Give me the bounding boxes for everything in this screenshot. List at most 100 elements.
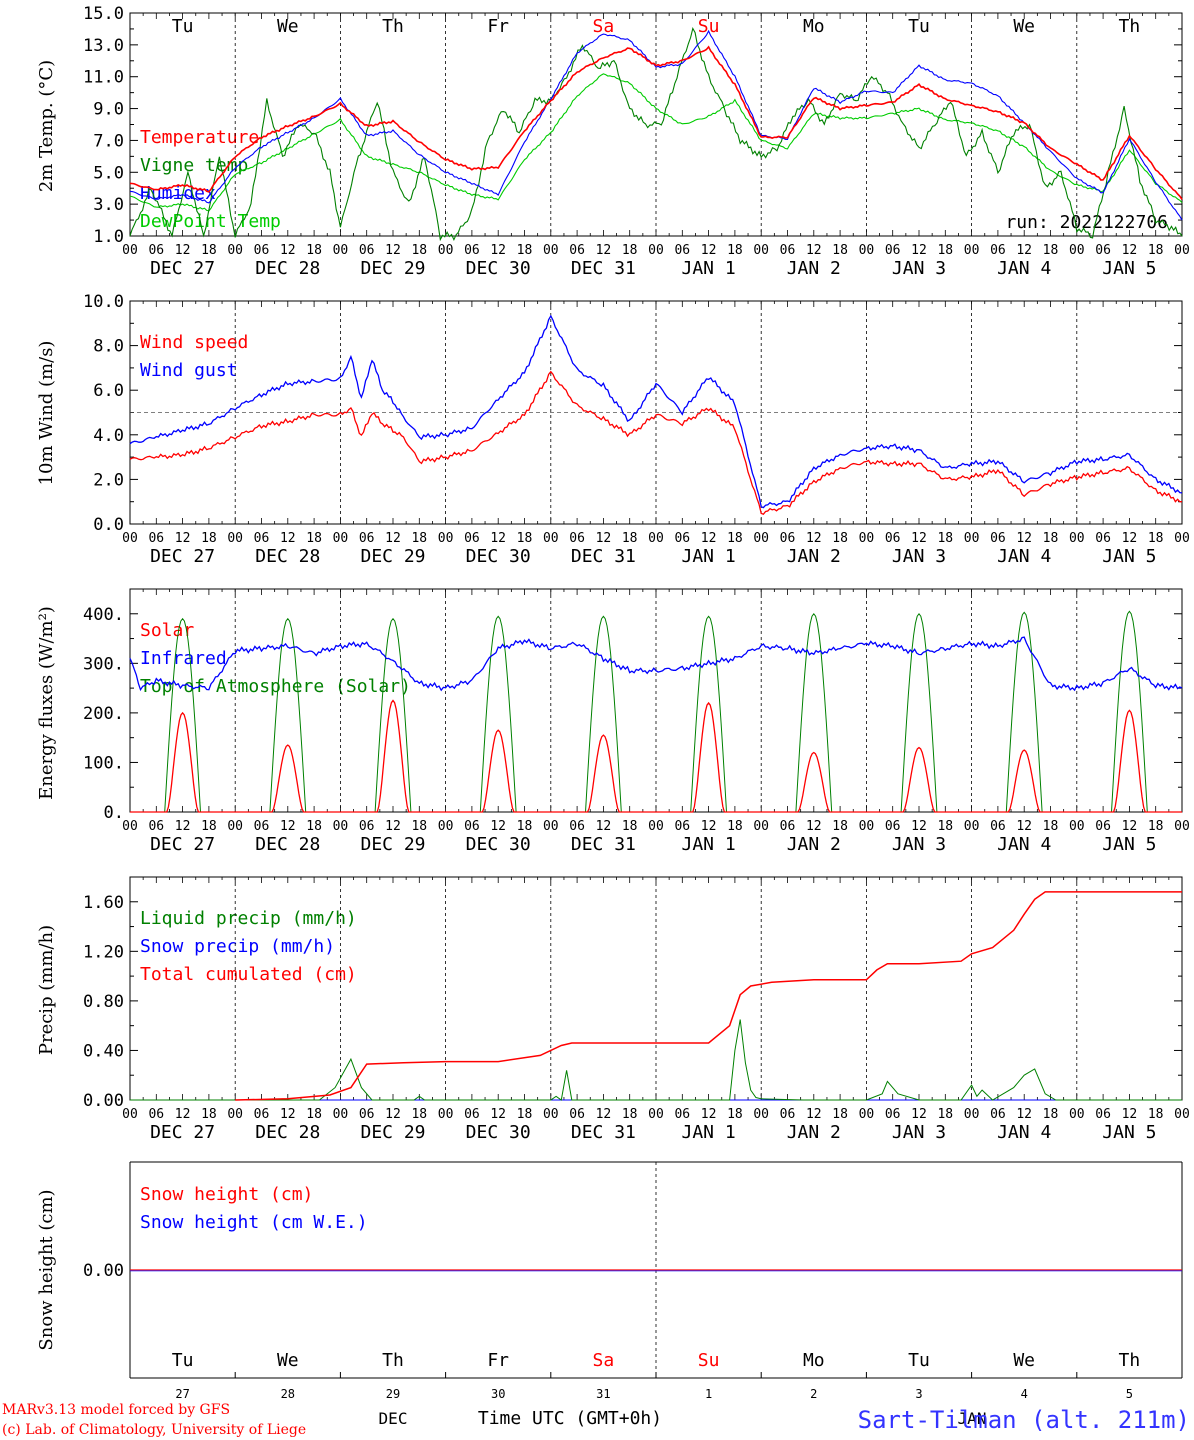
hour-tick-label: 06 <box>885 819 901 834</box>
hour-tick-label: 18 <box>517 531 533 546</box>
hour-tick-label: 06 <box>359 243 375 258</box>
hour-tick-label: 06 <box>780 819 796 834</box>
hour-tick-label: 06 <box>1095 531 1111 546</box>
date-label: JAN 4 <box>997 258 1051 279</box>
y-tick-label: 8.0 <box>93 337 124 357</box>
date-label: DEC 28 <box>255 546 320 567</box>
day-name-label: Sa <box>593 1350 615 1371</box>
series-line-vigne-temp <box>129 27 1183 242</box>
legend-solar: Solar <box>140 620 194 641</box>
y-tick-label: 15.0 <box>83 4 124 24</box>
hour-tick-label: 00 <box>859 531 875 546</box>
hour-tick-label: 06 <box>674 531 690 546</box>
hour-tick-label: 00 <box>1069 243 1085 258</box>
day-name-label: Tu <box>908 16 930 37</box>
hour-tick-label: 12 <box>806 531 822 546</box>
hour-tick-label: 00 <box>333 819 349 834</box>
legend-infrared: Infrared <box>140 648 227 669</box>
day-name-label: Sa <box>593 16 615 37</box>
legend-temperature: Temperature <box>140 127 259 148</box>
hour-tick-label: 06 <box>1095 1107 1111 1122</box>
hour-tick-label: 18 <box>832 1107 848 1122</box>
hour-tick-label: 12 <box>490 819 506 834</box>
hour-tick-label: 18 <box>1148 243 1164 258</box>
hour-tick-label: 18 <box>306 819 322 834</box>
hour-tick-label: 12 <box>175 1107 191 1122</box>
date-label: DEC 28 <box>255 834 320 855</box>
date-label: DEC 30 <box>466 834 531 855</box>
hour-tick-label: 18 <box>622 819 638 834</box>
hour-tick-label: 18 <box>411 1107 427 1122</box>
hour-tick-label: 00 <box>753 243 769 258</box>
date-label: JAN 1 <box>682 258 736 279</box>
series-line-solar <box>130 699 1182 813</box>
hour-tick-label: 06 <box>148 531 164 546</box>
y-tick-label: 100. <box>83 753 124 773</box>
date-label: JAN 4 <box>997 546 1051 567</box>
day-number-label: 2 <box>810 1387 817 1401</box>
y-tick-label: 13.0 <box>83 36 124 56</box>
hour-tick-label: 06 <box>885 531 901 546</box>
y-tick-label: 0.00 <box>83 1091 124 1111</box>
hour-tick-label: 18 <box>937 1107 953 1122</box>
hour-tick-label: 00 <box>333 531 349 546</box>
hour-tick-label: 06 <box>254 243 270 258</box>
hour-tick-label: 00 <box>122 243 138 258</box>
hour-tick-label: 06 <box>148 1107 164 1122</box>
hour-tick-label: 12 <box>596 819 612 834</box>
hour-tick-label: 00 <box>333 243 349 258</box>
date-label: JAN 3 <box>892 258 946 279</box>
hour-tick-label: 18 <box>1043 1107 1059 1122</box>
hour-tick-label: 06 <box>885 243 901 258</box>
hour-tick-label: 12 <box>385 243 401 258</box>
hour-tick-label: 06 <box>674 819 690 834</box>
hour-tick-label: 12 <box>596 1107 612 1122</box>
hour-tick-label: 18 <box>411 819 427 834</box>
hour-tick-label: 18 <box>201 531 217 546</box>
footer-model-line1: MARv3.13 model forced by GFS <box>2 1402 230 1418</box>
hour-tick-label: 00 <box>1069 531 1085 546</box>
date-label: JAN 2 <box>787 258 841 279</box>
date-label: DEC 31 <box>571 1122 636 1143</box>
hour-tick-label: 06 <box>359 531 375 546</box>
hour-tick-label: 06 <box>1095 243 1111 258</box>
date-label: DEC 31 <box>571 834 636 855</box>
hour-tick-label: 00 <box>859 1107 875 1122</box>
hour-tick-label: 06 <box>1095 819 1111 834</box>
hour-tick-label: 06 <box>464 1107 480 1122</box>
day-number-label: 3 <box>915 1387 922 1401</box>
hour-tick-label: 06 <box>359 819 375 834</box>
hour-tick-label: 00 <box>438 243 454 258</box>
panel-frame <box>129 588 1183 813</box>
day-name-label: We <box>277 1350 299 1371</box>
hour-tick-label: 18 <box>1148 819 1164 834</box>
y-tick-label: 2.0 <box>93 470 124 490</box>
footer-month-jan: JAN <box>958 1409 987 1428</box>
hour-tick-label: 12 <box>385 819 401 834</box>
date-label: DEC 27 <box>150 546 215 567</box>
day-name-label: Su <box>698 1350 720 1371</box>
hour-tick-label: 18 <box>1043 243 1059 258</box>
date-label: DEC 29 <box>360 834 425 855</box>
day-name-label: Tu <box>172 16 194 37</box>
hour-tick-label: 18 <box>306 531 322 546</box>
hour-tick-label: 18 <box>201 243 217 258</box>
hour-tick-label: 18 <box>1148 531 1164 546</box>
hour-tick-label: 18 <box>517 819 533 834</box>
y-tick-label: 300. <box>83 654 124 674</box>
hour-tick-label: 12 <box>1016 1107 1032 1122</box>
hour-tick-label: 18 <box>306 243 322 258</box>
legend-liquid-precip: Liquid precip (mm/h) <box>140 908 357 929</box>
series-line-infrared <box>129 636 1183 692</box>
precip-axis-label: Precip (mm/h) <box>36 925 57 1055</box>
date-label: JAN 5 <box>1102 1122 1156 1143</box>
series-line-humidex <box>129 29 1183 221</box>
date-label: JAN 5 <box>1102 258 1156 279</box>
y-tick-label: 5.0 <box>93 163 124 183</box>
day-name-label: Tu <box>908 1350 930 1371</box>
hour-tick-label: 06 <box>569 243 585 258</box>
hour-tick-label: 12 <box>280 819 296 834</box>
date-label: JAN 1 <box>682 546 736 567</box>
hour-tick-label: 12 <box>175 531 191 546</box>
hour-tick-label: 06 <box>674 1107 690 1122</box>
